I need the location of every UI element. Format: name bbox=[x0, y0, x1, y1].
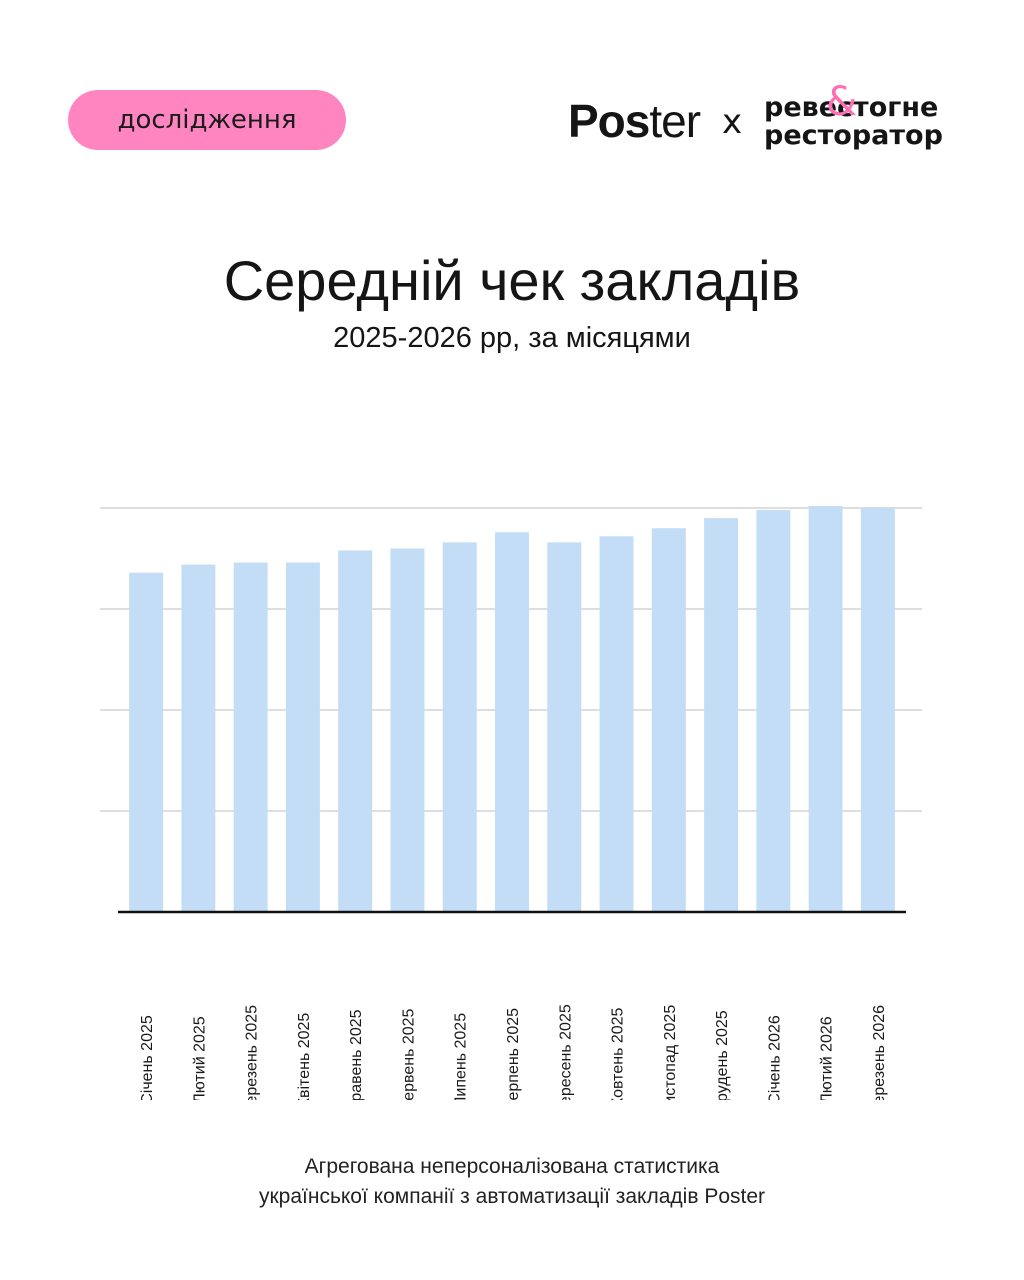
partner-logo-line2: ресторатор bbox=[764, 120, 943, 151]
x-tick-label: Червень 2025 bbox=[400, 1008, 417, 1100]
ampersand-mark: & bbox=[826, 79, 858, 125]
bar bbox=[338, 550, 373, 912]
bar bbox=[547, 542, 582, 912]
bar-chart: Січень 2025 Лютий 2025 Березень 2025 Квітен… bbox=[100, 505, 922, 1100]
x-tick-label: Січень 2026 bbox=[766, 1015, 783, 1100]
bar bbox=[756, 510, 791, 912]
bar bbox=[442, 542, 477, 912]
partner-logo-line1: ревестогне bbox=[764, 92, 939, 123]
x-tick-label: Березень 2026 bbox=[871, 1005, 888, 1100]
footnote-line2: української компанії з автоматизації зак… bbox=[258, 1185, 766, 1208]
x-tick-label: Липень 2025 bbox=[453, 1013, 470, 1100]
x-tick-label: Квітень 2025 bbox=[296, 1013, 313, 1100]
logo-separator: x bbox=[722, 102, 743, 142]
footnote: Агрегована неперсоналізована статистика … bbox=[0, 1152, 1024, 1212]
research-badge-label: дослідження bbox=[117, 105, 297, 135]
poster-logo: Poster bbox=[568, 95, 701, 147]
bar bbox=[495, 532, 529, 912]
bar bbox=[233, 562, 268, 912]
bar bbox=[599, 536, 634, 912]
x-tick-label: Лютий 2025 bbox=[191, 1016, 208, 1100]
bar bbox=[285, 562, 320, 912]
bar bbox=[651, 528, 686, 912]
bar bbox=[808, 505, 843, 912]
x-tick-label: Вересень 2025 bbox=[557, 1004, 574, 1100]
research-badge: дослідження bbox=[68, 90, 346, 150]
partner-logo: ревестогне ресторатор bbox=[764, 94, 943, 150]
footnote-line1: Агрегована неперсоналізована статистика bbox=[304, 1155, 720, 1178]
chart-title: Середній чек закладів bbox=[223, 249, 801, 312]
x-tick-label: Лютий 2026 bbox=[819, 1016, 836, 1100]
x-tick-label: Листопад 2025 bbox=[662, 1005, 679, 1100]
x-tick-label: Серпень 2025 bbox=[505, 1008, 522, 1100]
bar bbox=[129, 572, 164, 912]
x-tick-label: Грудень 2025 bbox=[714, 1010, 731, 1100]
x-tick-label: Травень 2025 bbox=[348, 1009, 365, 1100]
chart-subtitle: 2025-2026 рр, за місяцями bbox=[333, 322, 691, 354]
bar bbox=[704, 518, 739, 912]
x-tick-label: Січень 2025 bbox=[139, 1015, 156, 1100]
bar bbox=[181, 564, 216, 912]
x-tick-label: Жовтень 2025 bbox=[610, 1007, 627, 1100]
x-tick-label: Березень 2025 bbox=[244, 1005, 261, 1100]
bar bbox=[390, 548, 425, 912]
bar bbox=[860, 508, 895, 912]
partner-logos: Poster x ревестогне ресторатор & bbox=[568, 82, 968, 162]
